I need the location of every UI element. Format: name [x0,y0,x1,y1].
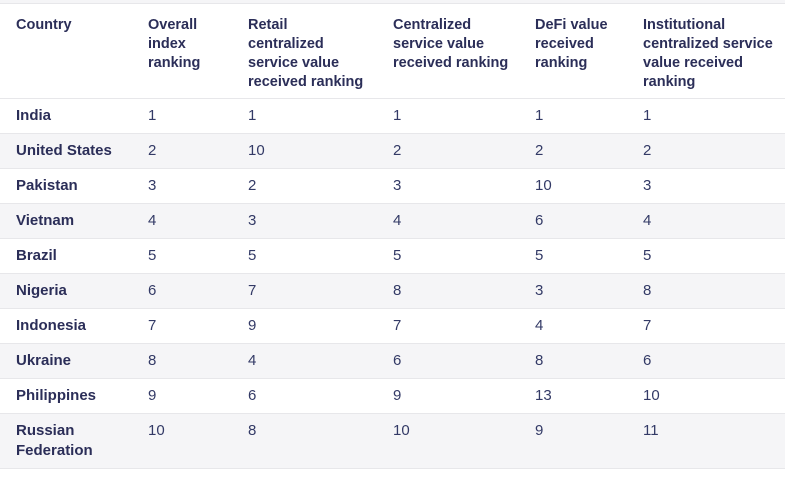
header-row: Country Overall index ranking Retail centr… [0,4,785,99]
rank-cell: 4 [377,203,519,239]
column-header-2: Retail centralized service value receive… [232,4,377,99]
rank-cell: 3 [627,168,785,204]
table-row-ukraine: Ukraine 8 4 6 8 6 [0,343,785,379]
rank-cell: 1 [232,98,377,134]
rank-cell: 5 [132,238,232,274]
rank-cell: 6 [377,343,519,379]
rank-cell: 5 [377,238,519,274]
rank-cell: 2 [232,168,377,204]
rank-cell: 6 [519,203,627,239]
rank-cell: 4 [132,203,232,239]
country-cell: Nigeria [0,273,132,309]
rank-cell: 2 [519,133,627,169]
rank-cell: 9 [232,308,377,344]
table-row-russian-federation: Russian Federation 10 8 10 9 11 [0,413,785,469]
table-row-india: India 1 1 1 1 1 [0,98,785,134]
country-cell: Philippines [0,378,132,414]
rank-cell: 3 [132,168,232,204]
rank-cell: 1 [519,98,627,134]
rank-cell: 3 [519,273,627,309]
rank-cell: 10 [377,413,519,469]
rank-cell: 3 [232,203,377,239]
column-header-5: Institutional centralized service value … [627,4,785,99]
rank-cell: 5 [232,238,377,274]
rank-cell: 2 [627,133,785,169]
rank-cell: 2 [132,133,232,169]
rank-cell: 4 [627,203,785,239]
rank-cell: 11 [627,413,785,469]
table-row-vietnam: Vietnam 4 3 4 6 4 [0,203,785,239]
country-cell: Vietnam [0,203,132,239]
rank-cell: 10 [132,413,232,469]
rank-cell: 8 [377,273,519,309]
rank-cell: 4 [232,343,377,379]
rank-cell: 9 [377,378,519,414]
rank-cell: 8 [232,413,377,469]
table-row-nigeria: Nigeria 6 7 8 3 8 [0,273,785,309]
rank-cell: 1 [377,98,519,134]
country-cell: Pakistan [0,168,132,204]
table-header: Country Overall index ranking Retail centr… [0,4,785,99]
rank-cell: 7 [132,308,232,344]
table-row-philippines: Philippines 9 6 9 13 10 [0,378,785,414]
rank-cell: 9 [519,413,627,469]
rank-cell: 10 [232,133,377,169]
table-row-indonesia: Indonesia 7 9 7 4 7 [0,308,785,344]
rank-cell: 6 [232,378,377,414]
rank-cell: 1 [627,98,785,134]
table-row-united-states: United States 2 10 2 2 2 [0,133,785,169]
rank-cell: 8 [627,273,785,309]
column-header-4: DeFi value received ranking [519,4,627,99]
crypto-adoption-ranking-table: Country Overall index ranking Retail centr… [0,4,785,469]
country-cell: Ukraine [0,343,132,379]
rank-cell: 10 [627,378,785,414]
rank-cell: 6 [132,273,232,309]
rank-cell: 5 [519,238,627,274]
rank-cell: 9 [132,378,232,414]
rank-cell: 8 [519,343,627,379]
rank-cell: 4 [519,308,627,344]
country-cell: Russian Federation [0,413,132,469]
country-cell: United States [0,133,132,169]
rank-cell: 7 [232,273,377,309]
table-row-pakistan: Pakistan 3 2 3 10 3 [0,168,785,204]
column-header-0: Country [0,4,132,99]
rank-cell: 1 [132,98,232,134]
rank-cell: 7 [377,308,519,344]
rank-cell: 6 [627,343,785,379]
rank-cell: 5 [627,238,785,274]
table-top-strip [0,0,785,4]
rank-cell: 7 [627,308,785,344]
column-header-3: Centralized service value received ranki… [377,4,519,99]
rank-cell: 13 [519,378,627,414]
rank-cell: 3 [377,168,519,204]
rank-cell: 10 [519,168,627,204]
table-row-brazil: Brazil 5 5 5 5 5 [0,238,785,274]
rank-cell: 2 [377,133,519,169]
country-cell: India [0,98,132,134]
table-body: India 1 1 1 1 1 United States 2 10 2 2 2 Pakistan 3 2 3… [0,98,785,469]
country-cell: Indonesia [0,308,132,344]
rank-cell: 8 [132,343,232,379]
column-header-1: Overall index ranking [132,4,232,99]
country-cell: Brazil [0,238,132,274]
